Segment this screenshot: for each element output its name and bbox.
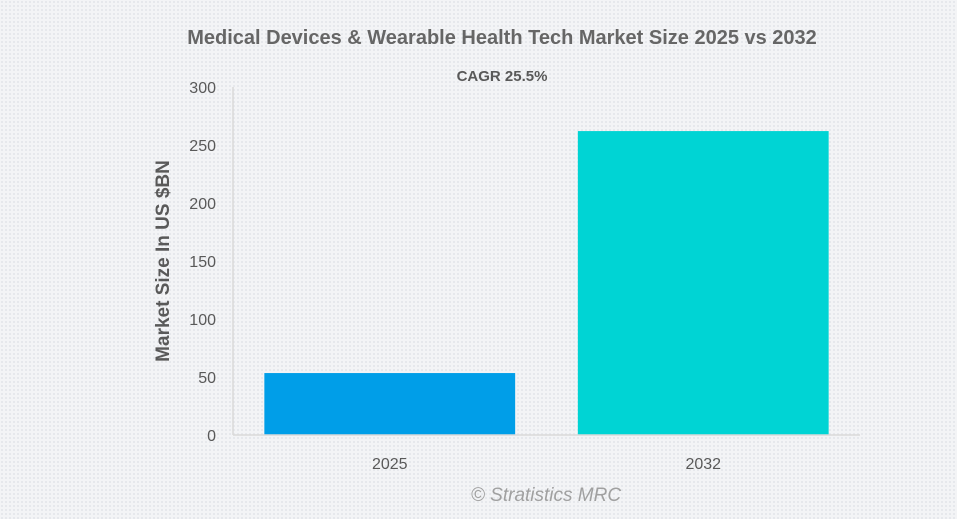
y-tick-label: 300 xyxy=(189,80,216,97)
x-tick-label: 2032 xyxy=(685,456,721,473)
bars xyxy=(264,131,829,435)
y-axis-label: Market Size In US $BN xyxy=(153,160,174,362)
bar-2025 xyxy=(264,373,516,435)
chart-subtitle: CAGR 25.5% xyxy=(457,68,548,85)
chart-title: Medical Devices & Wearable Health Tech M… xyxy=(187,27,817,49)
y-tick-label: 250 xyxy=(189,138,216,155)
x-axis-ticks: 2025 2032 xyxy=(372,456,721,473)
x-tick-label: 2025 xyxy=(372,456,408,473)
y-tick-label: 0 xyxy=(207,428,216,445)
bar-2032 xyxy=(577,131,829,435)
y-tick-label: 100 xyxy=(189,312,216,329)
y-tick-label: 200 xyxy=(189,196,216,213)
y-tick-label: 150 xyxy=(189,254,216,271)
credit-text: © Stratistics MRC xyxy=(471,485,621,506)
y-axis-ticks: 0 50 100 150 200 250 300 xyxy=(189,80,216,445)
y-tick-label: 50 xyxy=(198,370,216,387)
